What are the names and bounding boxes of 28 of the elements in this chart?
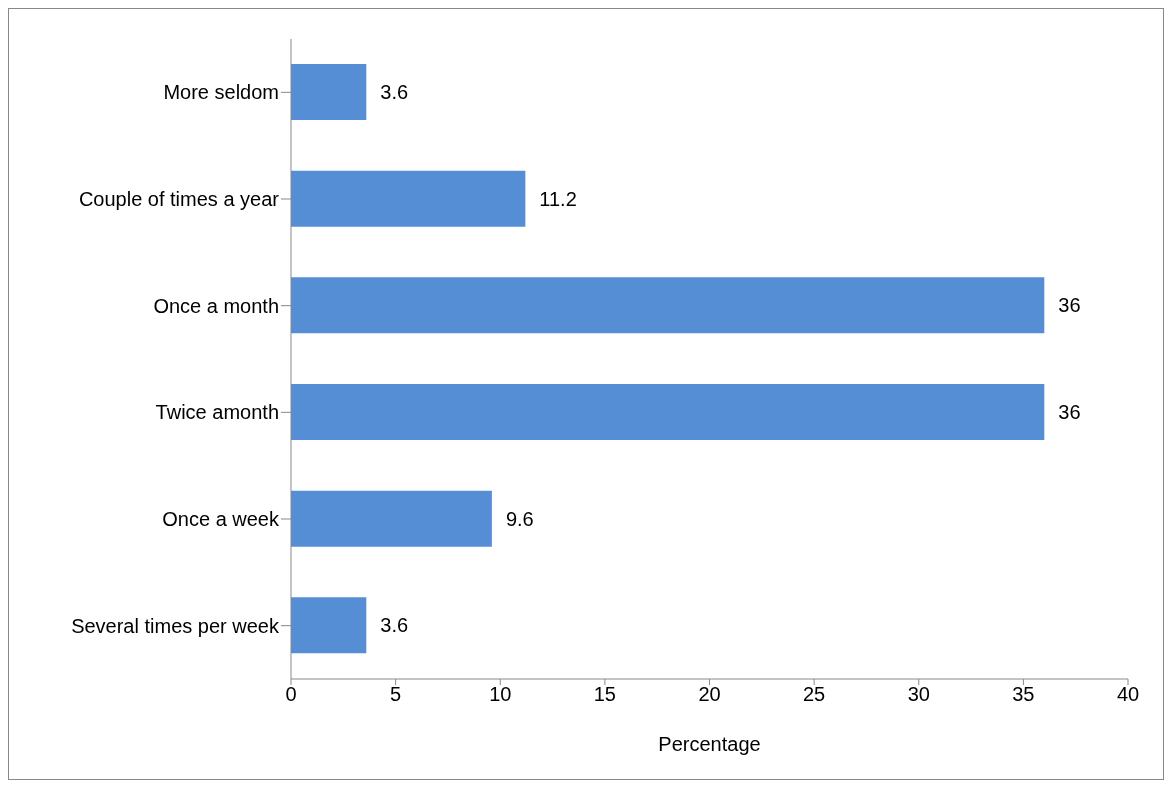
x-tick-label: 10 xyxy=(489,683,512,706)
x-tick-label: 20 xyxy=(698,683,721,706)
data-label: 3.6 xyxy=(380,81,409,104)
bar xyxy=(291,170,526,227)
bar xyxy=(291,384,1045,440)
x-tick-label: 40 xyxy=(1116,683,1140,706)
bar xyxy=(291,277,1045,334)
y-tick-label: Several times per week xyxy=(71,614,280,637)
x-tick-label: 5 xyxy=(390,683,402,706)
bar xyxy=(291,64,367,120)
y-tick-label: Couple of times a year xyxy=(78,188,280,211)
x-tick-label: 0 xyxy=(285,683,297,706)
y-tick-label: More seldom xyxy=(163,81,279,104)
data-label: 11.2 xyxy=(539,187,577,210)
y-tick-label: Once a month xyxy=(153,294,279,317)
bar xyxy=(291,490,492,547)
bar xyxy=(291,597,367,654)
x-tick-label: 25 xyxy=(803,683,826,706)
y-tick-label: Once a week xyxy=(162,508,280,531)
y-tick-label: Twice amonth xyxy=(155,401,279,424)
x-axis-title: Percentage xyxy=(658,733,761,755)
x-tick-label: 15 xyxy=(593,683,616,706)
x-tick-label: 30 xyxy=(907,683,930,706)
x-tick-label: 35 xyxy=(1012,683,1035,706)
data-label: 3.6 xyxy=(380,614,409,637)
data-label: 9.6 xyxy=(505,507,534,530)
data-label: 36 xyxy=(1058,294,1081,317)
data-label: 36 xyxy=(1058,401,1081,424)
